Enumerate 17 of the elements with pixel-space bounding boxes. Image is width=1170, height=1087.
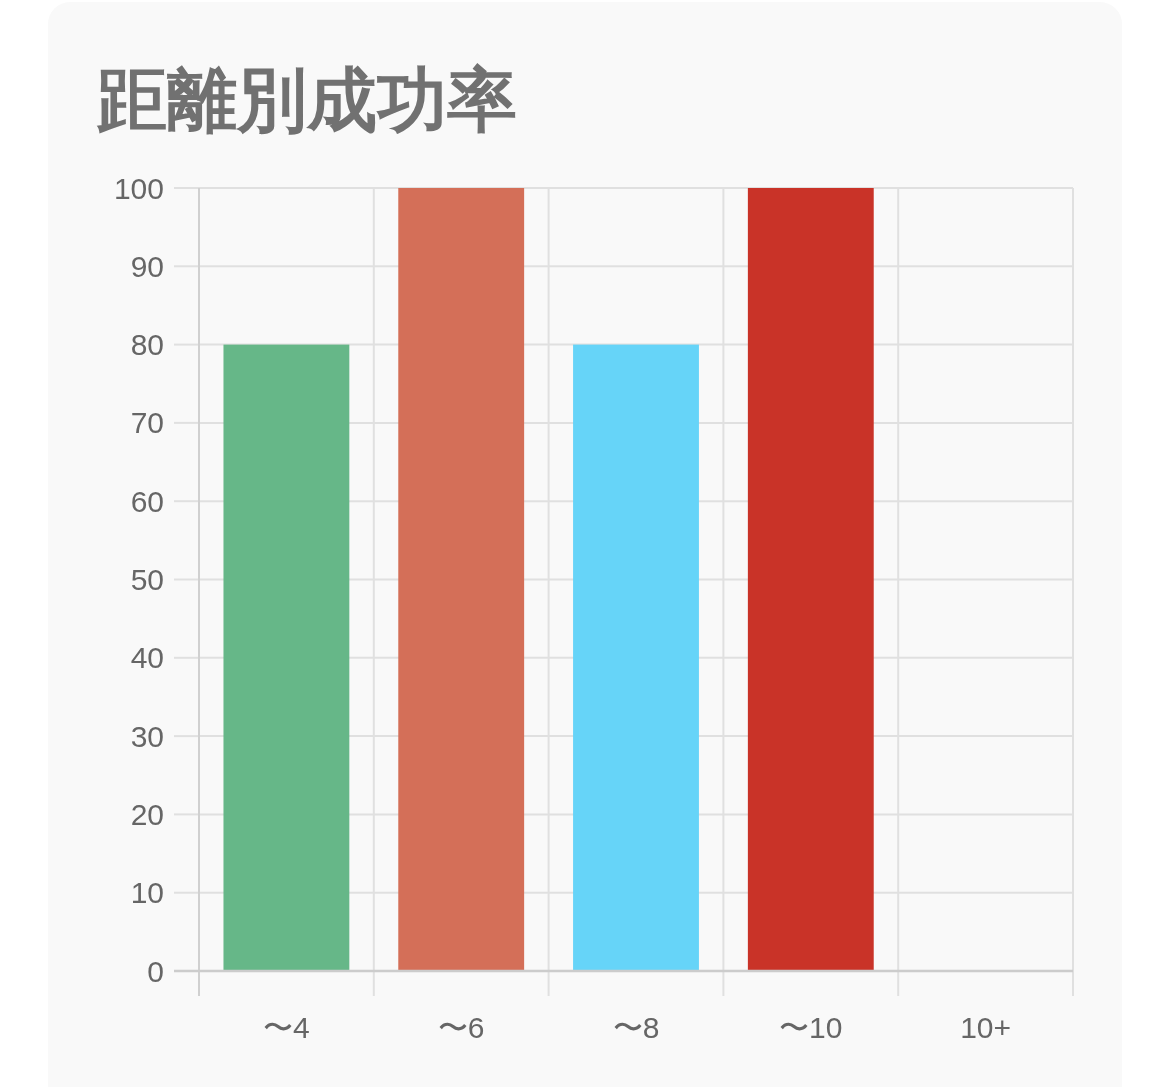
x-tick-label: 〜4 — [263, 1011, 310, 1044]
y-tick-label: 90 — [130, 249, 164, 283]
y-tick-label: 50 — [130, 563, 164, 596]
y-tick-label: 100 — [113, 171, 164, 205]
chart-title: 距離別成功率 — [96, 61, 517, 139]
y-tick-label: 30 — [130, 719, 164, 753]
y-tick-label: 70 — [130, 406, 164, 440]
y-tick-label: 60 — [130, 484, 164, 518]
y-tick-label: 0 — [147, 954, 164, 988]
y-tick-label: 40 — [130, 641, 164, 675]
x-tick-label: 〜6 — [437, 1011, 485, 1044]
x-tick-label: 〜8 — [612, 1011, 660, 1044]
x-tick-label: 10+ — [960, 1011, 1012, 1044]
y-tick-label: 80 — [130, 328, 164, 362]
x-tick-label: 〜10 — [779, 1011, 843, 1044]
y-tick-label: 10 — [130, 876, 164, 910]
y-tick-label: 20 — [130, 797, 164, 831]
